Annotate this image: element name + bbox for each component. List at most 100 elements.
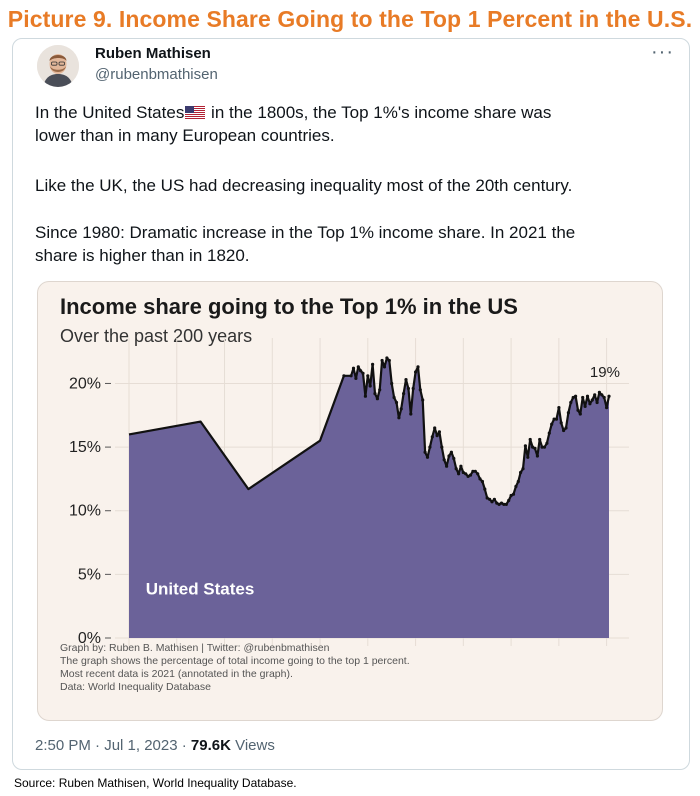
data-point <box>542 445 547 449</box>
data-point <box>445 464 449 468</box>
data-point <box>430 435 434 439</box>
us-flag-icon <box>185 102 206 119</box>
data-point <box>600 393 604 397</box>
data-point <box>342 374 346 378</box>
data-point <box>480 479 484 484</box>
chart-recent-note: Most recent data is 2021 (annotated in t… <box>60 668 293 680</box>
data-point <box>457 472 461 476</box>
data-point <box>399 407 403 411</box>
data-point <box>569 400 573 405</box>
data-point <box>425 455 430 459</box>
data-point <box>547 431 551 435</box>
data-point <box>552 417 556 421</box>
author-handle[interactable]: @rubenbmathisen <box>95 66 218 83</box>
avatar[interactable] <box>37 45 79 87</box>
chart-card[interactable]: Income share going to the Top 1% in the … <box>37 281 663 721</box>
data-point <box>535 454 539 458</box>
chart-subtitle: Over the past 200 years <box>60 326 253 346</box>
data-point <box>428 445 432 449</box>
data-point <box>485 496 489 500</box>
data-point <box>454 467 458 471</box>
data-point <box>409 412 413 416</box>
data-point <box>521 467 525 471</box>
data-point <box>562 428 566 433</box>
author-name[interactable]: Ruben Mathisen <box>95 45 211 62</box>
data-point <box>359 369 363 373</box>
chart-plot: 1820184018601880190019201940196019802000… <box>69 338 629 647</box>
data-point <box>511 492 516 496</box>
tweet-text-para3-line2: share is higher than in 1820. <box>35 246 250 265</box>
data-point <box>595 400 599 405</box>
data-point <box>585 394 590 398</box>
data-point <box>421 398 425 402</box>
more-icon[interactable]: ··· <box>651 41 674 63</box>
data-point <box>363 394 367 398</box>
data-point <box>461 470 465 475</box>
views-count: 79.6K <box>190 737 231 754</box>
chart-area-series <box>129 358 609 638</box>
data-point <box>502 502 506 506</box>
data-point <box>459 464 463 468</box>
data-point <box>507 498 511 503</box>
data-point <box>545 441 549 445</box>
source-note: Source: Ruben Mathisen, World Inequality… <box>14 776 297 790</box>
data-point <box>437 430 441 434</box>
data-point <box>382 365 387 369</box>
data-point <box>566 411 571 415</box>
data-point <box>449 450 453 454</box>
data-point <box>499 501 504 505</box>
data-point <box>523 444 527 448</box>
y-tick-label: 5% <box>78 566 101 583</box>
tweet-paragraph-1: In the United States in the 1800s, the T… <box>35 101 675 147</box>
timestamp-text[interactable]: 2:50 PM · Jul 1, 2023 · <box>35 737 191 754</box>
data-point <box>375 397 379 401</box>
data-point <box>356 365 360 369</box>
data-point <box>602 395 606 400</box>
tweet-text-line1a: In the United States <box>35 103 185 122</box>
data-point <box>478 477 482 481</box>
data-point <box>531 445 535 449</box>
data-point <box>528 437 532 442</box>
data-point <box>349 374 353 378</box>
data-point <box>385 356 389 360</box>
data-point <box>492 497 496 501</box>
tweet-text-para3-line1: Since 1980: Dramatic increase in the Top… <box>35 223 576 242</box>
data-point <box>574 394 578 398</box>
data-point <box>464 472 468 476</box>
data-point <box>605 406 609 410</box>
data-point <box>354 376 358 380</box>
y-tick-label: 0% <box>78 630 101 647</box>
data-point <box>473 469 477 473</box>
data-point <box>550 422 554 426</box>
data-point <box>540 445 544 449</box>
data-point <box>526 455 530 459</box>
data-point <box>394 400 399 405</box>
data-point <box>404 378 408 382</box>
data-point <box>418 388 422 392</box>
y-tick-label: 15% <box>69 439 101 456</box>
data-point <box>416 365 420 369</box>
data-point <box>406 386 410 391</box>
data-point <box>402 392 406 396</box>
data-point <box>368 384 372 388</box>
data-point <box>559 421 563 425</box>
data-point <box>557 406 561 410</box>
tweet-paragraph-2: Like the UK, the US had decreasing inequ… <box>35 176 573 195</box>
data-point <box>533 446 537 450</box>
data-point <box>571 395 575 400</box>
tweet-timestamp[interactable]: 2:50 PM · Jul 1, 2023 · 79.6K Views <box>35 737 275 754</box>
data-point <box>483 487 487 491</box>
data-point <box>440 445 444 449</box>
data-point <box>597 390 602 394</box>
data-point <box>466 474 470 478</box>
data-point <box>504 502 508 506</box>
chart-title: Income share going to the Top 1% in the … <box>60 294 518 319</box>
data-point <box>593 393 597 397</box>
data-point <box>397 416 401 420</box>
tweet-card[interactable]: Ruben Mathisen @rubenbmathisen ··· In th… <box>12 38 690 770</box>
end-value-label: 19% <box>590 364 620 381</box>
data-point <box>581 395 585 400</box>
data-point <box>390 381 394 386</box>
data-point <box>414 370 418 374</box>
data-point <box>578 412 582 416</box>
